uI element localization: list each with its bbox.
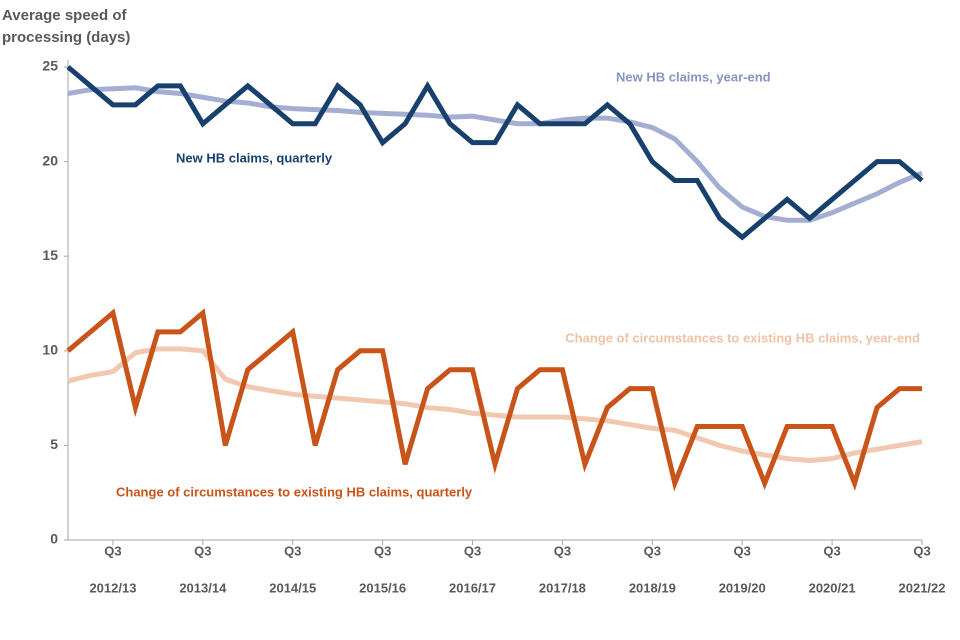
series-label: Change of circumstances to existing HB c… [116,484,473,499]
series-line [66,65,924,241]
x-tick-label: Q3 [464,543,481,558]
series-line [67,85,923,223]
x-tick-label: 2017/18 [539,580,586,595]
x-tick-label: 2020/21 [809,580,856,595]
x-tick-label: 2014/15 [269,580,316,595]
x-tick-label: Q3 [644,543,661,558]
x-tick-label: Q3 [913,543,930,558]
y-tick-label: 5 [50,436,58,452]
y-tick-label: 20 [42,152,58,168]
x-tick-label: 2016/17 [449,580,496,595]
series-label: Change of circumstances to existing HB c… [565,330,920,345]
y-tick-label: 0 [50,531,58,547]
y-axis-label: Average speed of [2,7,127,24]
series-line [67,346,923,464]
x-tick-label: Q3 [284,543,301,558]
x-tick-label: 2018/19 [629,580,676,595]
y-axis-label: processing (days) [2,29,130,46]
x-tick-label: Q3 [554,543,571,558]
x-tick-label: 2012/13 [89,580,136,595]
x-tick-label: 2019/20 [719,580,766,595]
x-tick-label: Q3 [823,543,840,558]
x-tick-label: 2013/14 [179,580,227,595]
y-tick-label: 10 [42,342,58,358]
series-label: New HB claims, quarterly [176,150,333,165]
series-line [66,308,922,492]
x-tick-label: Q3 [374,543,391,558]
x-tick-label: Q3 [104,543,121,558]
x-tick-label: Q3 [194,543,211,558]
x-tick-label: 2015/16 [359,580,406,595]
x-tick-label: Q3 [734,543,751,558]
y-tick-label: 25 [42,58,58,74]
x-tick-label: 2021/22 [899,580,946,595]
series-label: New HB claims, year-end [616,69,771,84]
y-tick-label: 15 [42,247,58,263]
